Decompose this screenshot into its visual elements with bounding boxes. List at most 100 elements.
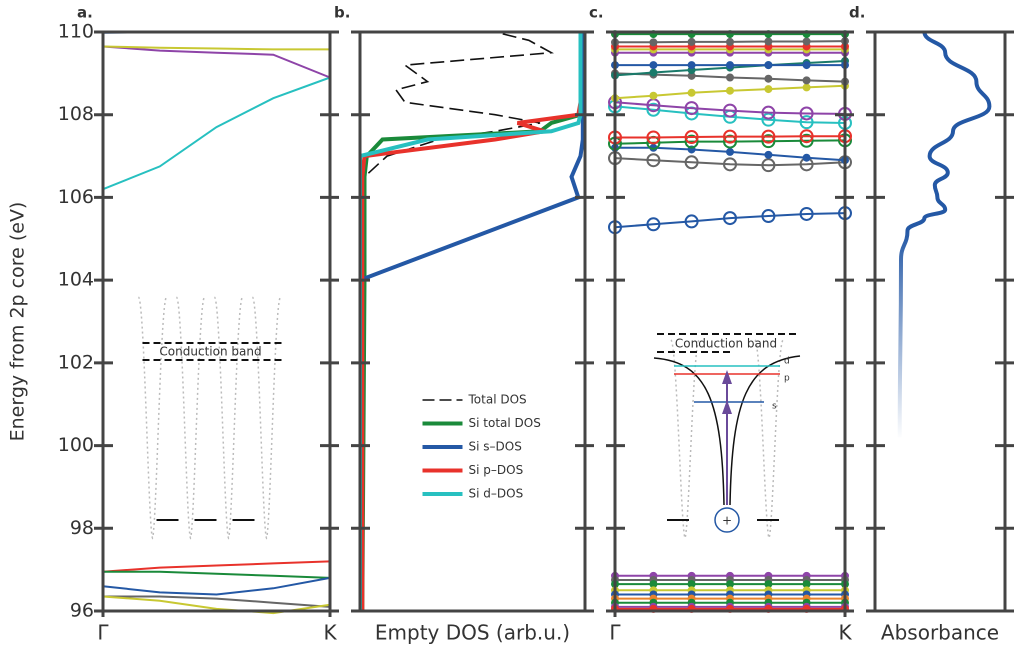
y-tick-label: 108 <box>58 103 94 125</box>
x-tick-label: Γ <box>609 621 621 645</box>
band-marker <box>649 68 658 77</box>
band-marker <box>764 37 773 46</box>
band-marker <box>799 133 814 148</box>
band-marker <box>802 76 811 85</box>
dos-curves <box>360 31 585 612</box>
potential-well <box>670 339 700 540</box>
bands <box>608 30 852 613</box>
panel-label: b. <box>334 4 350 22</box>
band-marker <box>684 155 699 170</box>
potential-well <box>175 296 206 540</box>
bands <box>102 31 331 615</box>
band-marker <box>723 129 737 144</box>
band-marker <box>726 61 734 70</box>
band-marker <box>726 580 734 589</box>
y-tick-label: 102 <box>58 351 94 373</box>
legend-label: Si d–DOS <box>469 487 524 501</box>
band-marker <box>764 61 773 70</box>
band-marker <box>764 150 773 159</box>
level-label: s <box>772 402 777 412</box>
band-marker <box>684 214 699 229</box>
band-line <box>614 101 846 115</box>
band-line <box>615 135 845 139</box>
band-marker <box>684 130 699 145</box>
level-label: d <box>784 357 790 367</box>
potential-well <box>137 296 168 540</box>
x-tick-label: K <box>323 621 337 645</box>
band-marker <box>802 83 811 92</box>
band-marker <box>723 134 737 149</box>
panel-label: a. <box>77 4 93 22</box>
band-marker <box>726 147 734 156</box>
band-marker <box>726 37 734 46</box>
band-marker <box>723 157 737 172</box>
y-tick-label: 96 <box>70 600 94 622</box>
band-marker <box>723 211 737 226</box>
x-tick-label: K <box>838 621 852 645</box>
band-marker <box>649 38 658 47</box>
level-label: p <box>784 374 790 384</box>
dos-curve <box>360 32 583 611</box>
band-marker <box>799 106 814 121</box>
y-tick-label: 104 <box>58 269 94 291</box>
band-line <box>102 76 331 191</box>
legend-label: Si s–DOS <box>469 440 522 454</box>
y-tick-label: 110 <box>58 21 94 43</box>
absorbance-curve <box>897 31 992 438</box>
arrowhead <box>722 400 732 414</box>
panel-label: d. <box>849 4 865 22</box>
band-marker <box>761 209 776 224</box>
y-tick-label: 106 <box>58 186 94 208</box>
y-tick-label: 98 <box>70 517 94 539</box>
band-marker <box>649 61 658 70</box>
band-marker <box>646 130 661 145</box>
potential-well <box>754 339 784 540</box>
band-line <box>102 560 331 573</box>
band-line <box>614 157 846 167</box>
band-marker <box>687 88 696 97</box>
band-line <box>102 576 331 596</box>
band-marker <box>764 74 773 83</box>
y-axis-label: Energy from 2p core (eV) <box>7 202 29 442</box>
band-marker <box>687 37 696 46</box>
band-marker <box>649 91 658 100</box>
inset-schematic: Conduction band <box>137 296 286 540</box>
band-marker <box>799 206 814 221</box>
band-marker <box>684 101 699 116</box>
band-marker <box>802 37 811 46</box>
core-hole <box>714 507 740 533</box>
core-hole-label: + <box>722 514 732 528</box>
band-marker <box>761 134 776 149</box>
band-marker <box>646 153 661 168</box>
legend-label: Si p–DOS <box>469 463 524 477</box>
band-marker <box>764 85 773 94</box>
band-marker <box>684 134 699 149</box>
band-marker <box>802 61 811 70</box>
band-marker <box>646 217 661 232</box>
band-marker <box>726 73 734 82</box>
band-marker <box>802 580 811 589</box>
arrowhead <box>722 370 732 384</box>
inset-label: Conduction band <box>675 337 777 351</box>
x-tick-label: Γ <box>97 621 109 645</box>
band-line <box>614 212 846 229</box>
x-axis-label: Empty DOS (arb.u.) <box>375 621 570 645</box>
band-marker <box>761 158 776 173</box>
dos-curve <box>360 31 554 611</box>
band-marker <box>761 105 776 120</box>
band-marker <box>646 102 661 117</box>
band-marker <box>802 153 811 162</box>
band-marker <box>687 580 696 589</box>
band-line <box>102 45 330 51</box>
band-marker <box>764 580 773 589</box>
potential-well <box>251 296 282 540</box>
inset-label: Conduction band <box>159 345 261 359</box>
legend-label: Total DOS <box>468 393 527 407</box>
band-line <box>102 45 331 79</box>
legend: Total DOS Si total DOS Si s–DOS Si p–DOS Si … <box>422 393 541 501</box>
band-marker <box>723 103 737 118</box>
coulomb-well <box>653 355 801 506</box>
band-marker <box>761 129 776 144</box>
band-marker <box>799 115 814 130</box>
dos-curve <box>360 32 583 611</box>
